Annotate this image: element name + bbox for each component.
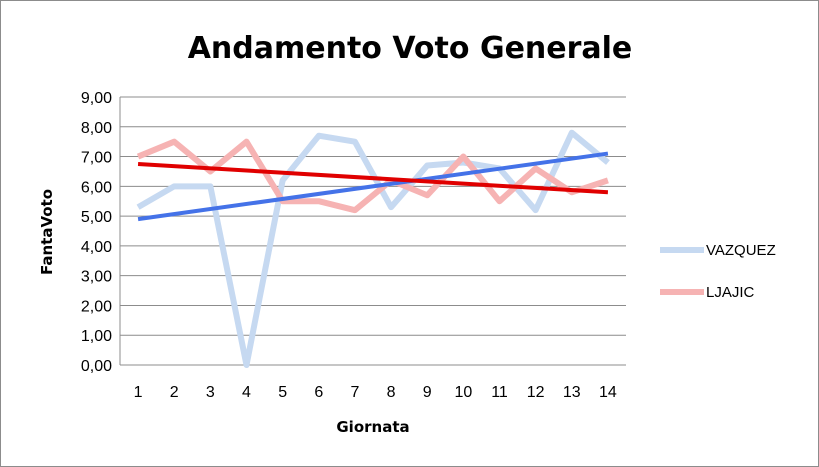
y-tick-label: 5,00 xyxy=(81,209,112,226)
x-tick-label: 3 xyxy=(206,384,215,401)
axes xyxy=(119,97,626,366)
x-tick-label: 10 xyxy=(454,384,472,401)
y-axis-label: FantaVoto xyxy=(38,189,56,275)
legend: VAZQUEZ LJAJIC xyxy=(660,242,776,301)
series-line-vazquez xyxy=(136,129,610,368)
y-tick-label: 9,00 xyxy=(81,90,112,107)
x-tick-label: 14 xyxy=(599,384,617,401)
y-tick-label: 3,00 xyxy=(81,269,112,286)
x-tick-label: 6 xyxy=(314,384,323,401)
y-tick-label: 6,00 xyxy=(81,179,112,196)
x-axis-label: Giornata xyxy=(336,418,409,436)
gridlines xyxy=(120,96,626,336)
trendline-vazquez xyxy=(137,151,609,222)
x-tick-label: 7 xyxy=(350,384,359,401)
x-tick-label: 9 xyxy=(423,384,432,401)
series-lines xyxy=(136,129,610,368)
x-tick-label: 5 xyxy=(278,384,287,401)
chart-title: Andamento Voto Generale xyxy=(188,31,633,66)
legend-label-vazquez: VAZQUEZ xyxy=(706,242,776,259)
x-tick-label: 11 xyxy=(491,384,508,401)
x-tick-label: 13 xyxy=(563,384,581,401)
legend-label-ljajic: LJAJIC xyxy=(706,284,755,301)
y-tick-label: 7,00 xyxy=(81,150,112,167)
y-tick-label: 1,00 xyxy=(81,328,112,345)
y-tick-label: 2,00 xyxy=(81,298,112,315)
x-tick-label: 8 xyxy=(387,384,396,401)
y-tick-label: 0,00 xyxy=(81,358,112,375)
x-tick-labels: 1 2 3 4 5 6 7 8 9 10 11 12 13 14 xyxy=(134,384,617,401)
x-tick-label: 4 xyxy=(242,384,251,401)
x-tick-label: 12 xyxy=(527,384,545,401)
x-tick-label: 1 xyxy=(134,384,143,401)
y-tick-label: 8,00 xyxy=(81,120,112,137)
trend-lines xyxy=(137,151,609,222)
series-line-ljajic xyxy=(136,138,609,214)
trendline-ljajic xyxy=(137,162,609,195)
y-tick-labels: 0,00 1,00 2,00 3,00 4,00 5,00 6,00 7,00 8,00 9,00 xyxy=(81,90,112,375)
y-tick-label: 4,00 xyxy=(81,239,112,256)
x-tick-label: 2 xyxy=(170,384,179,401)
